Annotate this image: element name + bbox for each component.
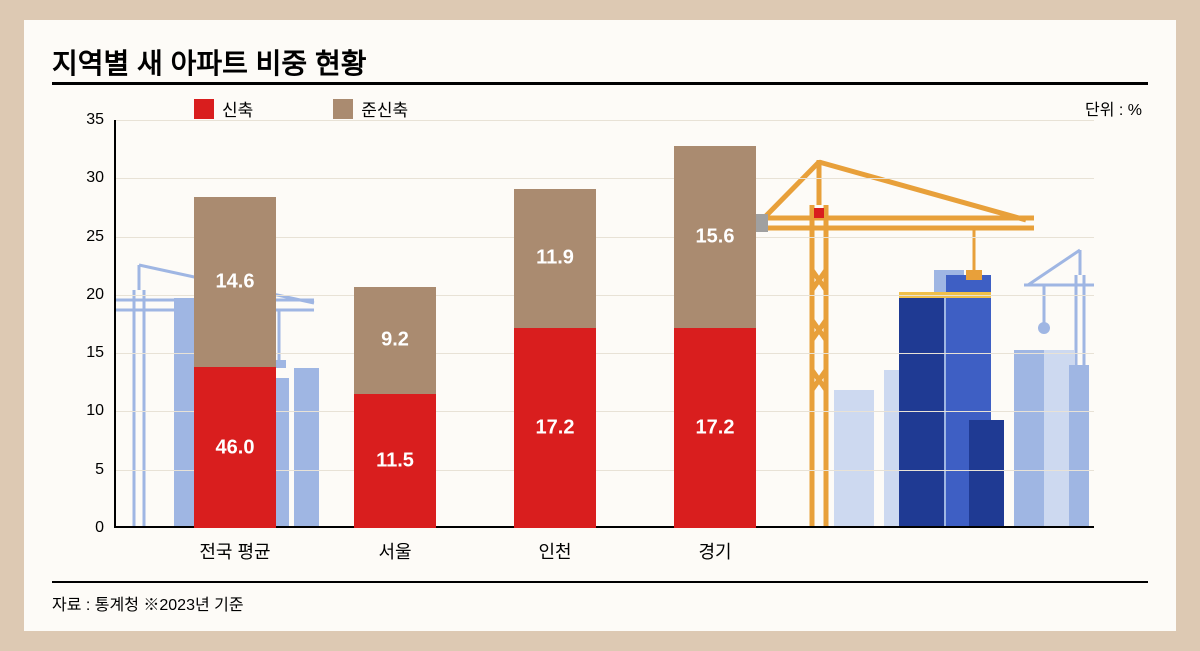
grid-line: [114, 178, 1094, 179]
bar-value-label: 11.9: [514, 247, 596, 270]
chart-area: 0510152025303514.646.0전국 평균9.211.5서울11.9…: [114, 120, 1094, 528]
bar-segment-series1: 17.2: [514, 328, 596, 529]
y-tick-label: 30: [74, 169, 104, 187]
y-tick-label: 25: [74, 228, 104, 246]
bar-group: 15.6 17.2: [674, 146, 756, 528]
bar-group: 14.6 46.0: [194, 197, 276, 528]
outer-frame: 지역별 새 아파트 비중 현황 단위 : % 신축 준신축: [0, 0, 1200, 651]
legend-swatch-series2: [333, 99, 353, 119]
bar-value-label: 11.5: [354, 449, 436, 472]
legend-item-series2: 준신축: [333, 96, 408, 121]
x-category-label: 인천: [538, 538, 571, 564]
bar-value-label: 14.6: [194, 271, 276, 294]
chart-title: 지역별 새 아파트 비중 현황: [52, 42, 366, 82]
bar-value-label: 17.2: [514, 416, 596, 439]
bar-segment-series1: 17.2: [674, 328, 756, 529]
bar-group: 9.2 11.5: [354, 287, 436, 528]
bar-value-label: 17.2: [674, 416, 756, 439]
legend-label-series1: 신축: [222, 96, 253, 121]
footer-divider: [52, 581, 1148, 583]
chart-card: 지역별 새 아파트 비중 현황 단위 : % 신축 준신축: [24, 20, 1176, 631]
bar-segment-series2: 15.6: [674, 146, 756, 328]
bar-segment-series2: 9.2: [354, 287, 436, 394]
x-category-label: 경기: [698, 538, 731, 564]
legend: 신축 준신축: [194, 96, 408, 121]
footer-note: 자료 : 통계청 ※2023년 기준: [52, 591, 244, 615]
bar-value-label: 15.6: [674, 225, 756, 248]
bar-segment-series2: 14.6: [194, 197, 276, 367]
legend-label-series2: 준신축: [361, 96, 408, 121]
y-tick-label: 10: [74, 402, 104, 420]
y-axis: [114, 120, 116, 528]
grid-line: [114, 120, 1094, 121]
legend-item-series1: 신축: [194, 96, 253, 121]
y-tick-label: 15: [74, 344, 104, 362]
bar-value-label: 9.2: [354, 329, 436, 352]
title-divider: [52, 82, 1148, 85]
x-category-label: 서울: [378, 538, 411, 564]
y-tick-label: 5: [74, 461, 104, 479]
bar-value-label: 46.0: [194, 436, 276, 459]
bar-segment-series2: 11.9: [514, 189, 596, 328]
plot: 0510152025303514.646.0전국 평균9.211.5서울11.9…: [114, 120, 1094, 528]
y-tick-label: 0: [74, 519, 104, 537]
x-category-label: 전국 평균: [199, 538, 270, 564]
legend-swatch-series1: [194, 99, 214, 119]
bar-segment-series1: 11.5: [354, 394, 436, 528]
bar-group: 11.9 17.2: [514, 189, 596, 528]
y-tick-label: 20: [74, 286, 104, 304]
bar-segment-series1: 46.0: [194, 367, 276, 528]
unit-label: 단위 : %: [1085, 96, 1142, 120]
y-tick-label: 35: [74, 111, 104, 129]
